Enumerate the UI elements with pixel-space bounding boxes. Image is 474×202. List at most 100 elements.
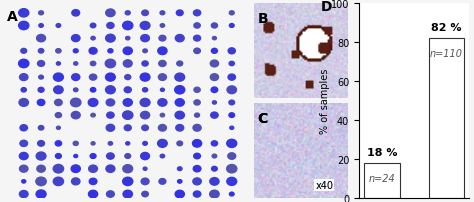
Circle shape — [143, 88, 147, 93]
Circle shape — [38, 88, 44, 93]
Circle shape — [227, 177, 237, 185]
Circle shape — [88, 99, 98, 107]
Circle shape — [229, 113, 235, 118]
Circle shape — [140, 112, 150, 119]
Circle shape — [228, 49, 236, 55]
Circle shape — [125, 75, 131, 80]
Circle shape — [211, 88, 218, 93]
Circle shape — [19, 74, 28, 81]
Circle shape — [19, 153, 28, 160]
Text: B: B — [258, 12, 268, 25]
Circle shape — [230, 126, 234, 130]
Circle shape — [123, 177, 133, 186]
Circle shape — [106, 10, 115, 18]
Circle shape — [39, 12, 44, 16]
Circle shape — [53, 165, 64, 173]
Circle shape — [55, 113, 62, 118]
Circle shape — [55, 154, 61, 159]
Circle shape — [18, 10, 29, 18]
Circle shape — [140, 74, 150, 82]
Circle shape — [143, 167, 147, 170]
Circle shape — [20, 125, 27, 131]
Circle shape — [89, 48, 97, 55]
Circle shape — [123, 61, 132, 68]
Circle shape — [73, 88, 78, 92]
Circle shape — [158, 125, 166, 132]
Circle shape — [55, 100, 62, 106]
Circle shape — [106, 35, 115, 43]
Circle shape — [107, 113, 114, 119]
Circle shape — [73, 142, 78, 146]
Circle shape — [90, 154, 96, 159]
Circle shape — [140, 22, 150, 30]
Circle shape — [158, 99, 167, 107]
Circle shape — [175, 86, 185, 95]
Circle shape — [160, 89, 164, 92]
Circle shape — [211, 166, 217, 171]
Circle shape — [108, 49, 113, 54]
Circle shape — [123, 22, 133, 31]
Circle shape — [159, 179, 166, 184]
Circle shape — [106, 99, 115, 106]
Circle shape — [175, 112, 184, 119]
Circle shape — [91, 114, 95, 117]
Circle shape — [56, 127, 60, 130]
Circle shape — [19, 165, 28, 172]
Text: C: C — [258, 111, 268, 125]
Circle shape — [37, 141, 45, 146]
Circle shape — [212, 154, 217, 158]
Circle shape — [91, 62, 96, 66]
Text: 82 %: 82 % — [431, 23, 462, 33]
Circle shape — [39, 76, 44, 80]
Circle shape — [175, 99, 184, 107]
Circle shape — [36, 35, 46, 43]
Circle shape — [175, 35, 184, 43]
Circle shape — [124, 87, 131, 93]
Circle shape — [194, 100, 200, 105]
Circle shape — [39, 24, 43, 28]
Circle shape — [36, 152, 46, 160]
Circle shape — [126, 142, 130, 145]
Circle shape — [106, 74, 115, 82]
Circle shape — [177, 141, 182, 146]
Circle shape — [73, 49, 78, 54]
Text: x40: x40 — [315, 180, 333, 190]
Circle shape — [74, 155, 78, 158]
Text: D: D — [320, 0, 332, 14]
Circle shape — [56, 49, 61, 54]
Circle shape — [212, 101, 217, 105]
Circle shape — [194, 24, 201, 29]
Circle shape — [21, 49, 27, 54]
Circle shape — [159, 36, 166, 42]
Text: n=110: n=110 — [430, 49, 463, 59]
Text: C: C — [258, 111, 268, 125]
Circle shape — [37, 165, 46, 172]
Circle shape — [91, 88, 96, 93]
Circle shape — [211, 24, 218, 29]
Circle shape — [108, 142, 112, 145]
Circle shape — [91, 142, 95, 145]
Circle shape — [72, 36, 80, 42]
Circle shape — [106, 86, 115, 94]
Circle shape — [228, 75, 236, 81]
Circle shape — [107, 191, 114, 197]
Circle shape — [105, 60, 116, 68]
Circle shape — [125, 154, 131, 159]
Circle shape — [227, 140, 237, 148]
Circle shape — [157, 140, 167, 148]
Circle shape — [227, 86, 237, 94]
Circle shape — [210, 61, 219, 67]
Circle shape — [123, 190, 132, 198]
Text: n=24: n=24 — [368, 173, 395, 183]
Circle shape — [125, 12, 130, 16]
Circle shape — [123, 165, 133, 173]
Circle shape — [192, 140, 201, 147]
Circle shape — [91, 24, 96, 29]
Circle shape — [159, 61, 166, 67]
Circle shape — [89, 190, 98, 198]
Circle shape — [176, 125, 184, 131]
Circle shape — [142, 11, 148, 16]
Circle shape — [22, 180, 26, 183]
Text: A: A — [7, 10, 18, 24]
Circle shape — [143, 50, 147, 53]
